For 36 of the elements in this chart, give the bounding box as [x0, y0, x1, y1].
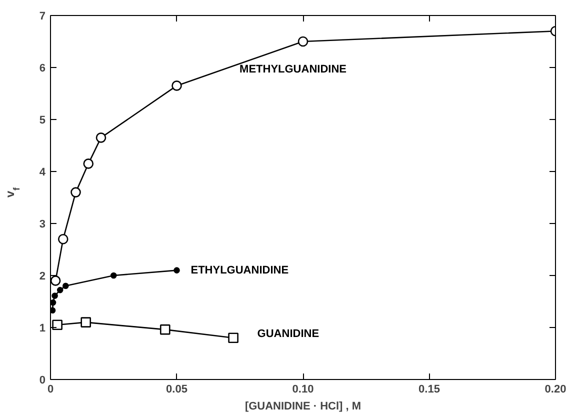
- y-tick-label: 3: [39, 218, 46, 230]
- y-tick-label: 5: [39, 114, 46, 126]
- y-tick-label: 7: [39, 10, 46, 22]
- x-axis-title: [GUANIDINE · HCl] , M: [244, 400, 362, 412]
- point: [52, 320, 62, 330]
- point: [298, 36, 308, 47]
- y-tick-label: 6: [39, 62, 46, 74]
- point: [50, 307, 56, 314]
- y-tick-label: 0: [39, 374, 46, 386]
- point: [58, 234, 68, 244]
- x-tick-label: 0.10: [292, 384, 314, 396]
- point: [50, 276, 61, 286]
- point: [52, 292, 58, 299]
- point: [110, 272, 117, 279]
- y-axis-title: vf: [3, 186, 22, 198]
- point: [160, 324, 170, 335]
- y-tick-label: 2: [39, 270, 46, 282]
- point: [174, 267, 180, 274]
- y-tick-label: 1: [39, 322, 46, 334]
- point: [56, 286, 64, 294]
- point: [62, 282, 69, 290]
- x-tick-label: 0: [47, 384, 54, 396]
- x-tick-label: 0.15: [418, 384, 440, 396]
- y-tick-label: 4: [39, 166, 46, 178]
- x-tick-label: 0.20: [544, 384, 566, 396]
- point: [50, 299, 56, 306]
- point: [228, 332, 238, 344]
- series-label: METHYLGUANIDINE: [240, 64, 346, 76]
- point: [80, 317, 91, 328]
- point: [172, 80, 182, 91]
- series-label: GUANIDINE: [257, 328, 320, 340]
- x-tick-label: 0.05: [166, 384, 188, 396]
- point: [70, 187, 81, 198]
- point: [96, 132, 106, 143]
- point: [83, 158, 94, 169]
- series-label: ETHYLGUANIDINE: [190, 264, 289, 276]
